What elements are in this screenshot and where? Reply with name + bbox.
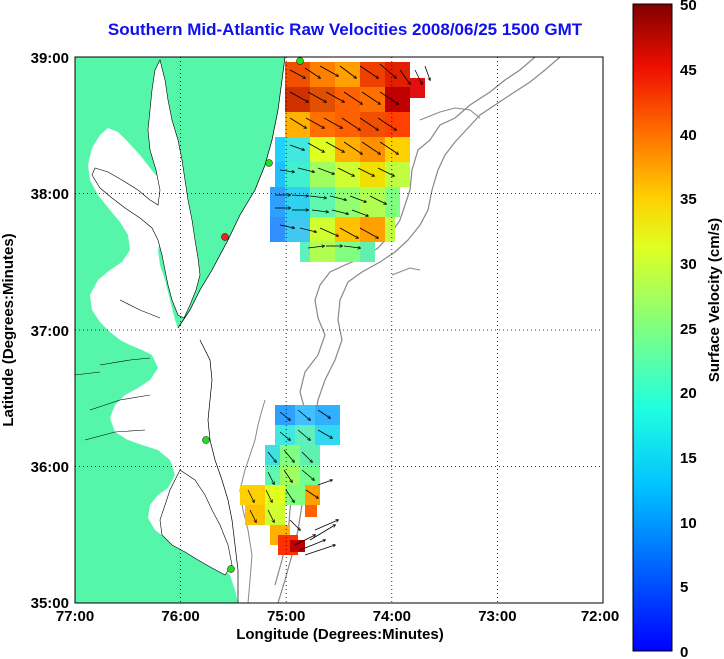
x-tick-label: 72:00 [581, 608, 619, 625]
x-axis-ticks: 77:00 76:00 75:00 74:00 73:00 72:00 [56, 608, 619, 625]
river-inlets [75, 299, 161, 441]
colorbar-label: Surface Velocity (cm/s) [706, 218, 723, 382]
x-axis-label: Longitude (Degrees:Minutes) [236, 626, 444, 643]
x-tick-label: 75:00 [267, 608, 305, 625]
colorbar-tick-label: 35 [680, 191, 697, 208]
colorbar-tick-label: 20 [680, 385, 697, 402]
bathymetry-contour-3 [239, 399, 266, 603]
colorbar-tick-label: 40 [680, 127, 697, 144]
grid-lines [75, 57, 603, 603]
x-tick-label: 77:00 [56, 608, 94, 625]
x-tick-label: 74:00 [373, 608, 411, 625]
colorbar-tick-label: 25 [680, 321, 697, 338]
colorbar-ticks: 50 45 40 35 30 25 20 15 10 5 0 [680, 0, 697, 659]
y-axis-label: Latitude (Degrees:Minutes) [0, 233, 17, 426]
colorbar-tick-label: 15 [680, 450, 697, 467]
velocity-vectors-north [275, 63, 430, 248]
colorbar-tick-label: 50 [680, 0, 697, 14]
colorbar-tick-label: 45 [680, 62, 697, 79]
x-tick-label: 76:00 [161, 608, 199, 625]
bathymetry-contour-4 [391, 107, 481, 276]
y-tick-label: 39:00 [31, 50, 69, 67]
y-axis-ticks: 39:00 38:00 37:00 36:00 35:00 [31, 50, 69, 612]
colorbar-tick-label: 5 [680, 579, 688, 596]
y-tick-label: 38:00 [31, 186, 69, 203]
station-marker [265, 159, 273, 167]
sound-water [159, 469, 233, 576]
colorbar-tick-label: 10 [680, 515, 697, 532]
station-marker [296, 57, 304, 65]
colorbar-tick-label: 0 [680, 644, 688, 659]
colorbar [632, 3, 673, 652]
map-title: Southern Mid-Atlantic Raw Velocities 200… [107, 20, 583, 39]
x-tick-label: 73:00 [478, 608, 516, 625]
station-marker [227, 565, 235, 573]
station-marker [202, 436, 210, 444]
station-marker-red [221, 233, 229, 241]
coastline [177, 57, 286, 603]
y-tick-label: 35:00 [31, 595, 69, 612]
y-tick-label: 37:00 [31, 323, 69, 340]
y-tick-label: 36:00 [31, 459, 69, 476]
velocity-vectors-south [247, 409, 338, 556]
colorbar-tick-label: 30 [680, 256, 697, 273]
